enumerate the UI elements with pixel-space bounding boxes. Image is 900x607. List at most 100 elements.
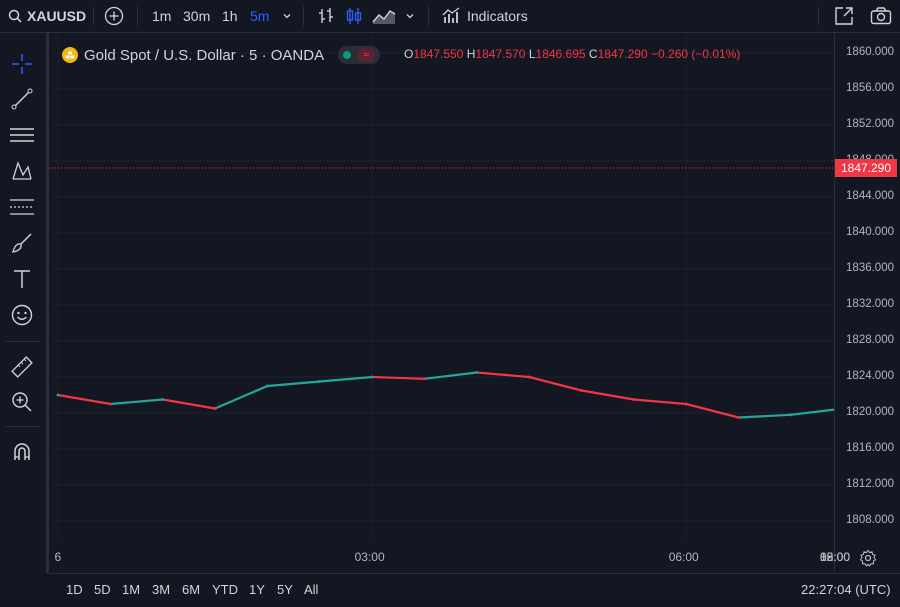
chart-style-dropdown[interactable] xyxy=(405,0,415,32)
price-segment xyxy=(475,371,531,379)
utc-clock[interactable]: 22:27:04 (UTC) xyxy=(801,582,891,597)
area-style-button[interactable] xyxy=(372,0,396,32)
price-series xyxy=(56,371,834,419)
ruler-icon xyxy=(11,356,33,378)
indicators-button[interactable]: Indicators xyxy=(441,0,528,32)
horizontal-lines-icon xyxy=(10,128,34,142)
price-axis-label: 1824.000 xyxy=(846,370,894,382)
crosshair-icon xyxy=(12,54,32,74)
price-axis-label: 1860.000 xyxy=(846,46,894,58)
candles-style-button[interactable] xyxy=(344,0,364,32)
price-segment xyxy=(109,398,164,406)
price-axis[interactable]: 1860.0001856.0001852.0001848.0001844.000… xyxy=(834,33,900,571)
price-segment xyxy=(318,375,374,383)
chart-settings-button[interactable] xyxy=(859,549,877,572)
low-key: L xyxy=(528,47,536,61)
pattern-tool[interactable] xyxy=(8,157,36,185)
smiley-icon xyxy=(11,304,33,326)
price-chart[interactable] xyxy=(49,33,834,571)
range-5d[interactable]: 5D xyxy=(94,582,111,597)
price-segment xyxy=(632,398,688,406)
time-axis-label: 8 xyxy=(820,550,827,564)
brush-icon xyxy=(12,233,32,253)
price-point xyxy=(737,416,740,419)
price-axis-label: 1812.000 xyxy=(846,478,894,490)
horizontal-lines-tool[interactable] xyxy=(8,121,36,149)
trend-line-icon xyxy=(11,88,33,110)
top-toolbar: XAUUSD 1m 30m 1h 5m Indicators xyxy=(0,0,900,33)
open-key: O xyxy=(404,47,414,61)
interval-1h[interactable]: 1h xyxy=(222,8,238,24)
range-1y[interactable]: 1Y xyxy=(249,582,265,597)
approx-icon: ≈ xyxy=(357,48,376,62)
zoom-tool[interactable] xyxy=(8,388,36,416)
last-price-tag: 1847.290 xyxy=(835,159,897,177)
fullscreen-icon xyxy=(835,7,853,25)
range-ytd[interactable]: YTD xyxy=(212,582,238,597)
divider xyxy=(6,341,40,342)
gear-icon xyxy=(859,549,877,567)
text-icon xyxy=(14,270,30,288)
time-axis-label: 6 xyxy=(54,550,62,564)
brush-tool[interactable] xyxy=(8,229,36,257)
fullscreen-button[interactable] xyxy=(834,0,854,32)
price-point xyxy=(318,380,322,383)
bar-style-button[interactable] xyxy=(316,0,336,32)
bottom-toolbar: 1D 5D 1M 3M 6M YTD 1Y 5Y All 22:27:04 (U… xyxy=(49,573,900,607)
price-axis-label: 1844.000 xyxy=(846,190,894,202)
trend-line-tool[interactable] xyxy=(8,85,36,113)
candles-chart-icon xyxy=(346,8,362,24)
time-axis-label: 12:00 xyxy=(820,550,851,564)
market-status-pill[interactable]: ≈ xyxy=(338,46,381,64)
ruler-tool[interactable] xyxy=(8,353,36,381)
open-value: 1847.550 xyxy=(413,47,464,61)
divider xyxy=(303,6,304,26)
price-segment xyxy=(685,402,740,419)
price-axis-label: 1852.000 xyxy=(846,118,894,130)
range-3m[interactable]: 3M xyxy=(152,582,171,597)
chevron-down-icon xyxy=(406,14,414,19)
price-axis-label: 1828.000 xyxy=(846,334,894,346)
interval-5m-active[interactable]: 5m xyxy=(250,8,270,24)
range-1d[interactable]: 1D xyxy=(66,582,83,597)
emoji-tool[interactable] xyxy=(8,301,36,329)
magnet-tool[interactable] xyxy=(8,438,36,466)
range-1m[interactable]: 1M xyxy=(122,582,141,597)
price-point xyxy=(56,393,60,397)
price-segment xyxy=(580,389,635,401)
price-segment xyxy=(56,393,112,406)
interval-dropdown[interactable] xyxy=(282,0,292,32)
range-5y[interactable]: 5Y xyxy=(277,582,293,597)
price-point xyxy=(632,398,636,401)
range-6m[interactable]: 6M xyxy=(182,582,201,597)
area-chart-icon xyxy=(372,10,396,24)
camera-icon xyxy=(870,7,892,25)
price-axis-label: 1836.000 xyxy=(846,262,894,274)
bars-chart-icon xyxy=(319,8,333,23)
magnet-icon xyxy=(14,443,30,460)
interval-30m[interactable]: 30m xyxy=(183,8,211,24)
price-segment xyxy=(371,375,426,380)
price-point xyxy=(580,389,583,392)
indicators-label: Indicators xyxy=(467,8,528,24)
price-point xyxy=(161,398,165,401)
fibonacci-icon xyxy=(10,199,34,215)
snapshot-button[interactable] xyxy=(870,0,892,32)
ohlc-values: O1847.550 H1847.570 L1846.695 C1847.290 … xyxy=(404,47,740,61)
price-segment xyxy=(789,408,834,416)
gold-coin-icon xyxy=(62,47,78,63)
crosshair-tool[interactable] xyxy=(8,50,36,78)
chevron-down-icon xyxy=(283,14,291,19)
symbol-title: Gold Spot / U.S. Dollar · 5 · OANDA xyxy=(84,46,325,64)
range-all[interactable]: All xyxy=(304,582,319,597)
text-tool[interactable] xyxy=(8,265,36,293)
price-point xyxy=(108,402,112,406)
symbol-search[interactable]: XAUUSD xyxy=(8,0,86,32)
compare-button[interactable] xyxy=(104,0,124,32)
interval-1m[interactable]: 1m xyxy=(152,8,172,24)
price-point xyxy=(789,413,793,417)
pattern-icon xyxy=(12,161,32,180)
chart-grid xyxy=(52,33,834,539)
close-value: 1847.290 xyxy=(597,47,648,61)
fib-tool[interactable] xyxy=(8,193,36,221)
